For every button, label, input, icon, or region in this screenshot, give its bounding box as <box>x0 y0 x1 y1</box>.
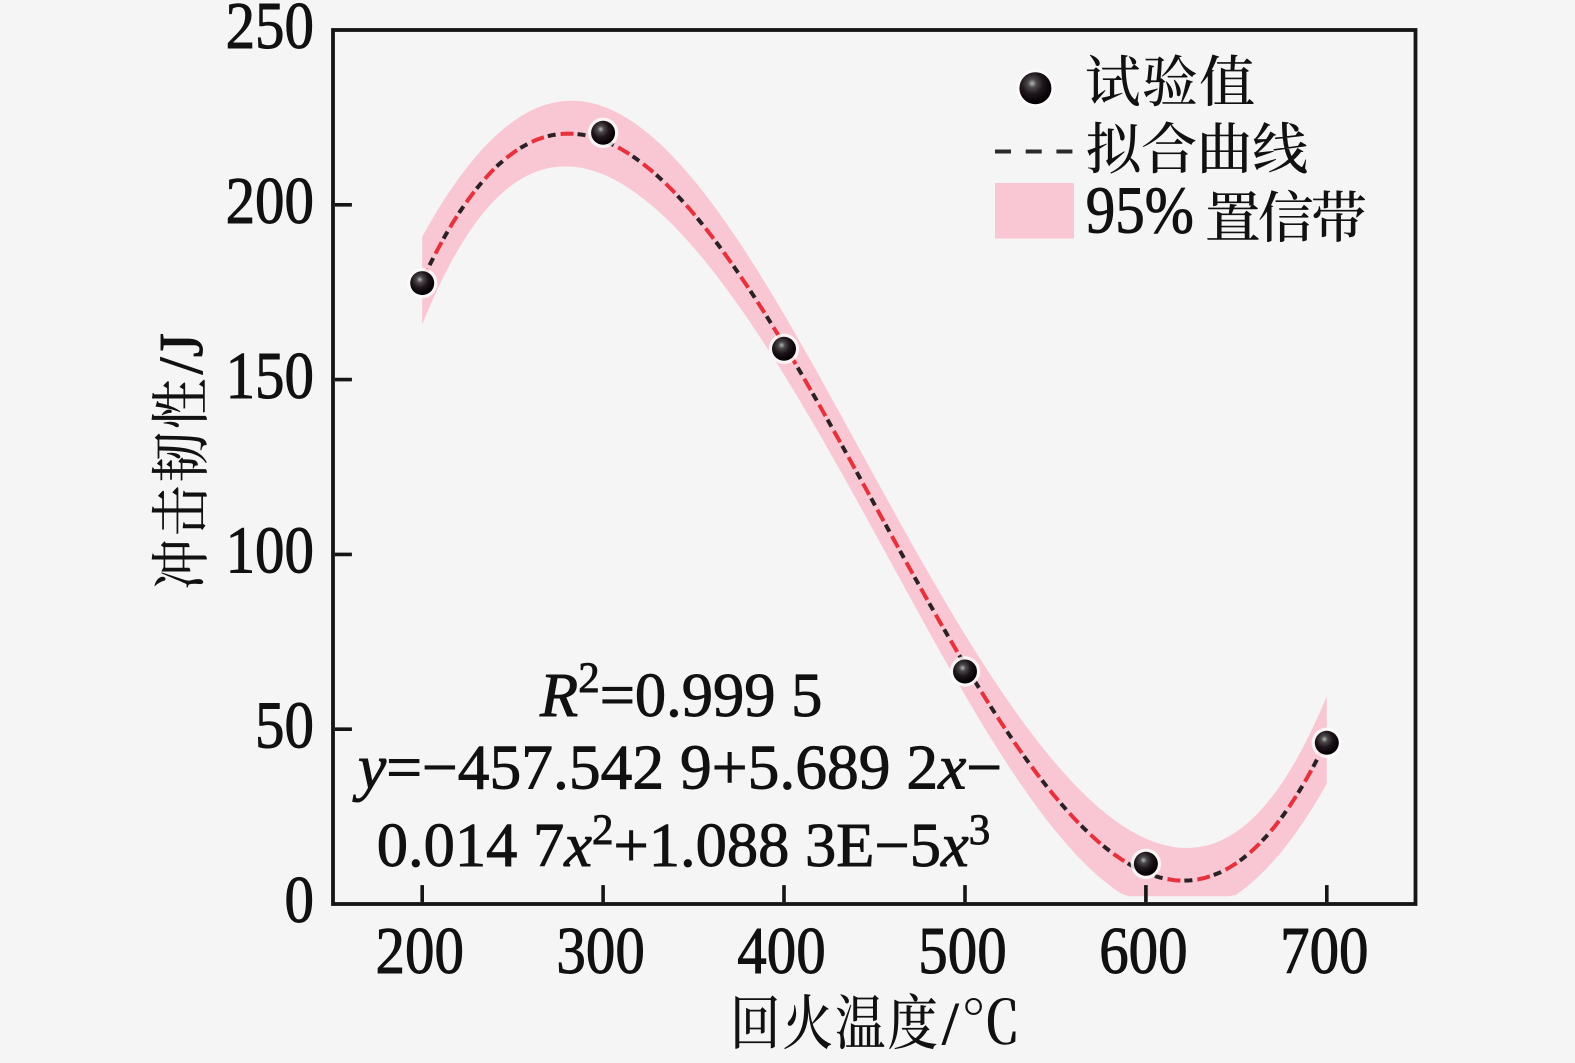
svg-text:0.014 7x2+1.088 3E−5x3: 0.014 7x2+1.088 3E−5x3 <box>377 807 990 880</box>
svg-text:y=−457.542 9+5.689 2x−: y=−457.542 9+5.689 2x− <box>352 732 1002 803</box>
svg-text:600: 600 <box>1099 913 1187 987</box>
svg-text:300: 300 <box>556 913 644 987</box>
svg-text:400: 400 <box>737 913 825 987</box>
svg-text:95%: 95% <box>1086 173 1194 247</box>
svg-text:50: 50 <box>255 688 314 762</box>
svg-text:500: 500 <box>918 913 1006 987</box>
svg-text:100: 100 <box>226 513 314 587</box>
svg-text:0: 0 <box>285 863 314 937</box>
svg-text:250: 250 <box>226 0 314 63</box>
svg-text:200: 200 <box>375 913 463 987</box>
svg-text:/J: /J <box>148 333 216 374</box>
svg-text:150: 150 <box>226 338 314 412</box>
svg-text:/: / <box>942 991 959 1057</box>
svg-text:200: 200 <box>226 164 314 238</box>
svg-text:R2=0.999 5: R2=0.999 5 <box>539 655 822 730</box>
svg-text:700: 700 <box>1280 913 1368 987</box>
